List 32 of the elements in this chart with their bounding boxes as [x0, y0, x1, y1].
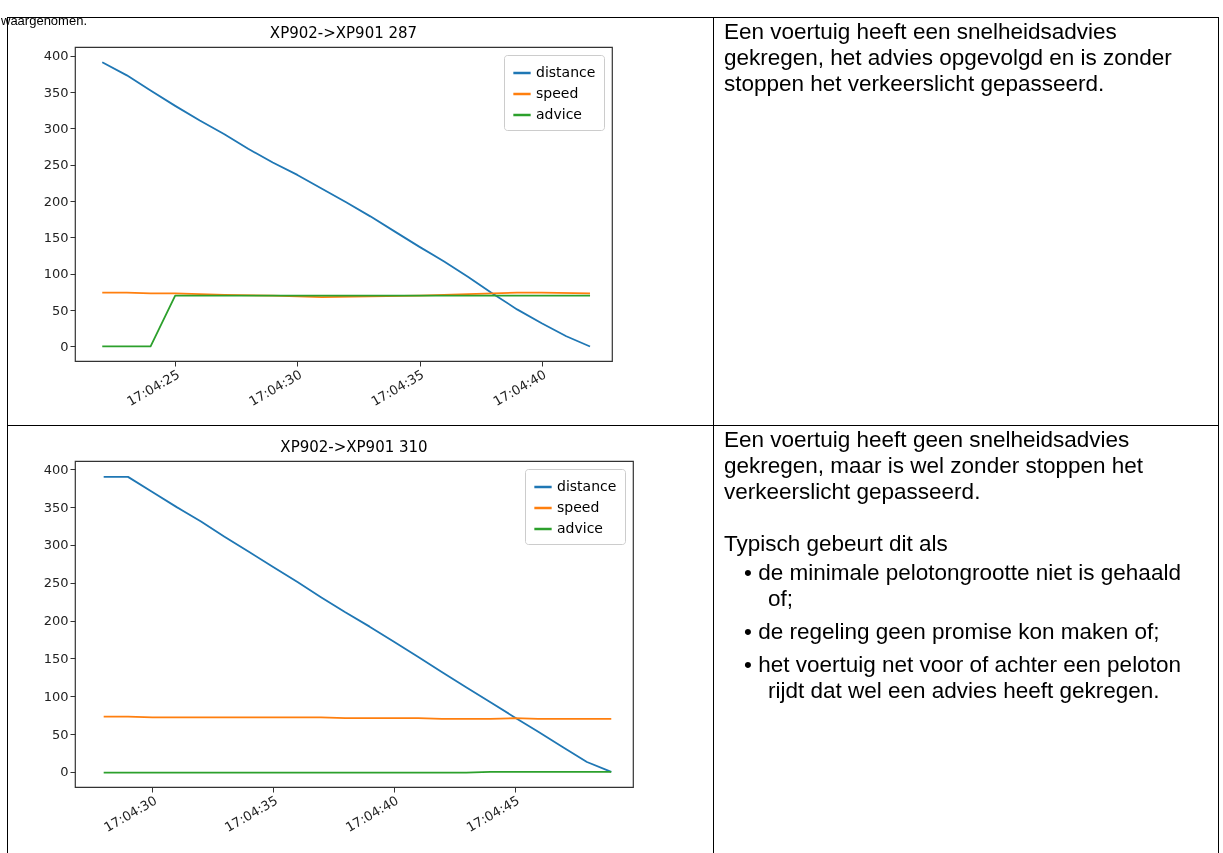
chart-title: XP902->XP901 287	[269, 24, 418, 42]
y-tick-label: 100	[43, 266, 69, 282]
y-tick-label: 0	[60, 338, 69, 354]
legend-label: advice	[536, 106, 582, 122]
text: Een voertuig heeft een snelheidsadvies gekregen, het advies opgevolgd en is zonder stoppen het verkeerslicht gepasseerd.	[724, 19, 1173, 97]
legend-label: distance	[557, 478, 617, 494]
y-tick-label: 0	[60, 764, 69, 780]
y-tick-label: 350	[43, 499, 69, 515]
legend-label: distance	[536, 64, 596, 80]
text: • de minimale pelotongrootte niet is gehaald of;	[743, 560, 1182, 612]
y-tick-label: 250	[43, 157, 69, 173]
y-tick-label: 400	[43, 48, 69, 64]
y-tick-label: 300	[43, 120, 69, 136]
text: • de regeling geen promise kon maken of;	[743, 619, 1161, 645]
y-tick-label: 100	[43, 688, 69, 704]
legend-label: advice	[557, 520, 603, 536]
y-tick-label: 50	[51, 726, 69, 742]
chart-title: XP902->XP901 310	[280, 438, 428, 456]
text: • het voertuig net voor of achter een peloton rijdt dat wel een advies heeft gekregen.	[743, 652, 1182, 704]
legend-label: speed	[536, 85, 579, 101]
y-tick-label: 300	[43, 537, 69, 553]
legend-label: speed	[557, 499, 600, 515]
text: Typisch gebeurt dit als	[724, 531, 949, 557]
y-tick-label: 50	[51, 302, 69, 318]
y-tick-label: 200	[43, 613, 69, 629]
y-tick-label: 150	[43, 229, 69, 245]
y-tick-label: 250	[43, 575, 69, 591]
text: Een voertuig heeft geen snelheidsadvies gekregen, maar is wel zonder stoppen het verkeerslicht gepasseerd.	[724, 427, 1144, 505]
y-tick-label: 150	[43, 650, 69, 666]
y-tick-label: 350	[43, 84, 69, 100]
y-tick-label: 400	[43, 461, 69, 477]
y-tick-label: 200	[43, 193, 69, 209]
